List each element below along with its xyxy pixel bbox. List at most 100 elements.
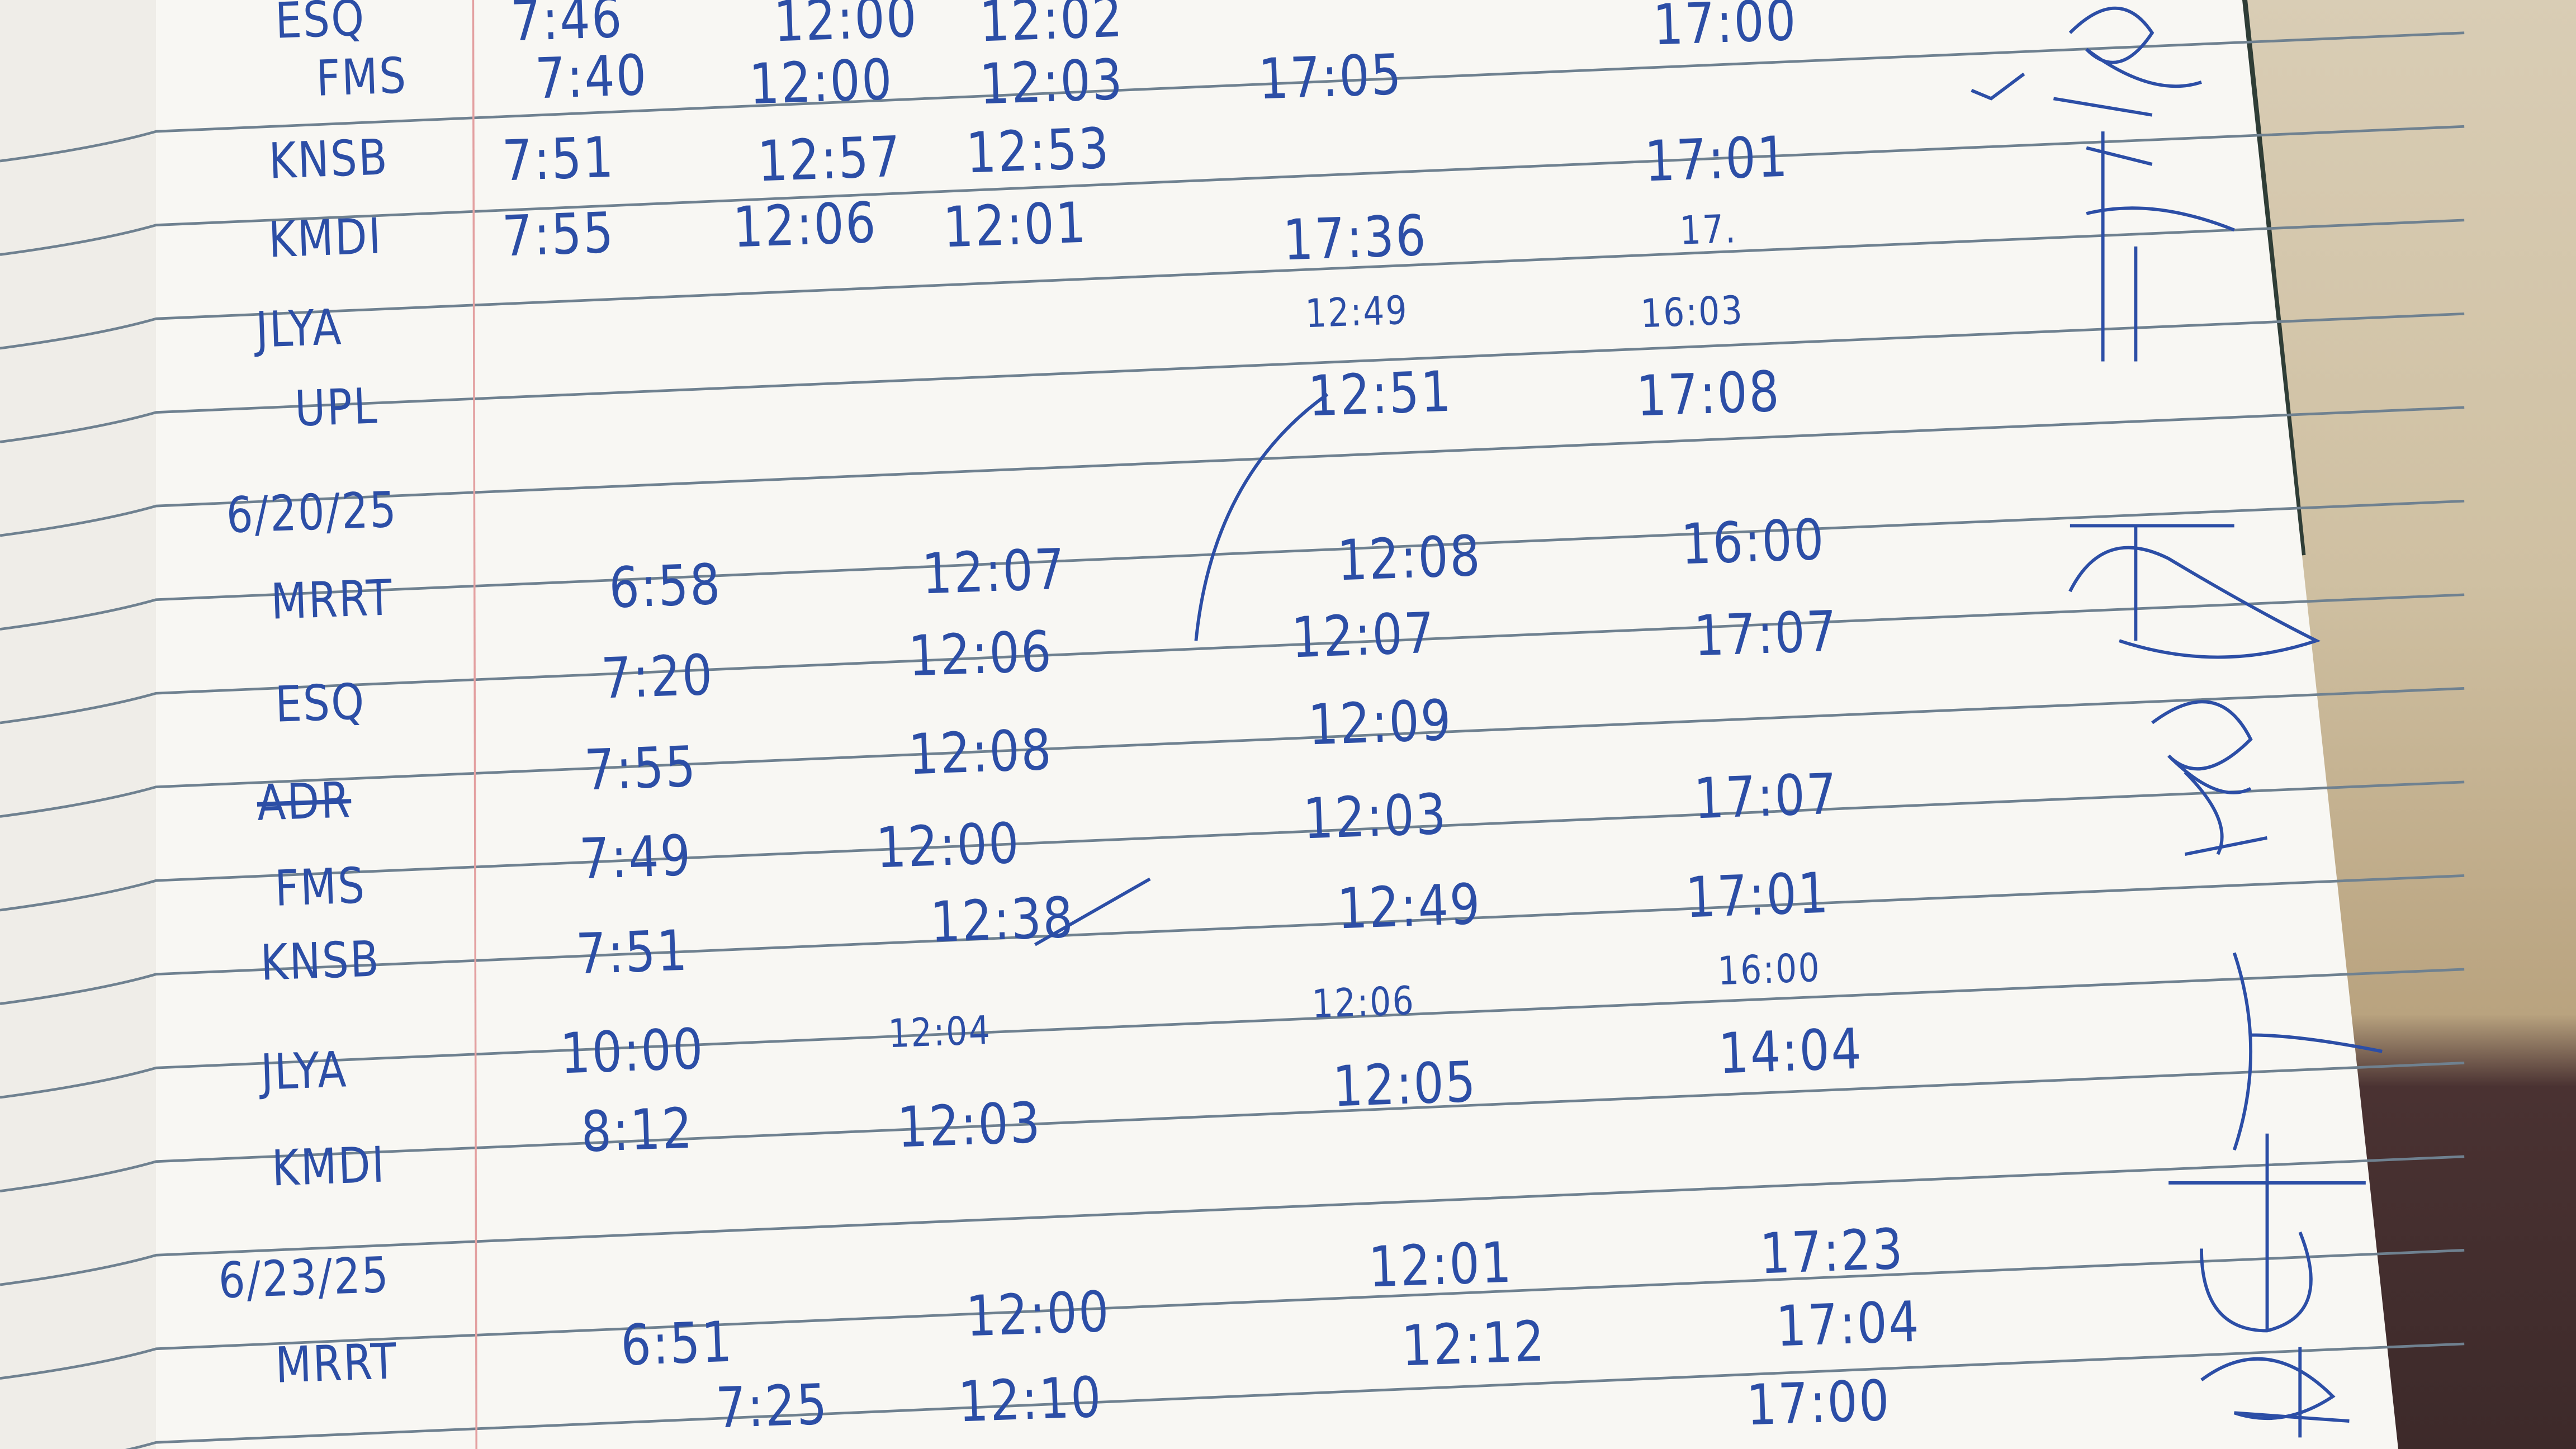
time-entry: 12:02 (978, 0, 1125, 55)
ruled-line (0, 780, 2465, 912)
time-entry: 12:01 (942, 190, 1088, 261)
ruled-line (125, 1342, 2465, 1449)
employee-code: KNSB (268, 128, 390, 190)
time-entry: 12:04 (887, 1007, 992, 1057)
employee-code: JLYA (259, 1040, 348, 1101)
employee-code: UPL (294, 377, 380, 438)
time-entry: 7:51 (501, 124, 616, 194)
signature (2053, 6, 2202, 117)
time-entry: 7:49 (578, 822, 693, 892)
time-entry: 12:09 (1306, 687, 1453, 758)
signature (2200, 1347, 2350, 1438)
time-entry: 12:06 (732, 190, 878, 261)
time-entry: 12:08 (1336, 523, 1483, 594)
time-entry: 12:07 (921, 536, 1067, 607)
time-entry: 7:55 (583, 733, 698, 803)
time-entry: 17:08 (1635, 358, 1782, 429)
employee-code: MRRT (269, 568, 394, 631)
time-entry: 12:08 (907, 717, 1054, 788)
time-entry: 7:51 (575, 918, 690, 987)
time-entry: 7:46 (509, 0, 624, 54)
time-entry: 12:05 (1331, 1049, 1478, 1120)
time-entry: 12:01 (1367, 1229, 1514, 1300)
time-entry: 12:06 (1311, 977, 1416, 1027)
ruled-line (0, 874, 2465, 1005)
time-entry: 12:03 (978, 46, 1125, 117)
time-entry: 12:51 (1306, 358, 1453, 429)
employee-code: JLYA (254, 298, 344, 359)
time-entry: 12:12 (1400, 1308, 1547, 1379)
time-entry: 7:40 (534, 42, 649, 112)
time-entry: 12:10 (956, 1364, 1104, 1435)
time-entry: 12:00 (748, 46, 895, 117)
employee-code: ADR (255, 771, 352, 832)
ruled-line (0, 125, 2465, 256)
ruled-line (0, 968, 2465, 1099)
time-entry: 6:51 (619, 1309, 735, 1379)
time-entry: 17:04 (1775, 1289, 1921, 1360)
time-entry: 17:36 (1282, 202, 1429, 273)
date-heading: 6/20/25 (225, 480, 399, 544)
time-entry: 12:07 (1290, 600, 1437, 671)
time-entry: 16:00 (1717, 944, 1822, 995)
ruled-line (0, 499, 2465, 631)
signature (2184, 836, 2383, 1151)
ruled-line (0, 31, 2465, 163)
time-entry: 16:03 (1640, 287, 1745, 337)
employee-code: FMS (315, 46, 408, 107)
ruled-line (0, 1155, 2465, 1286)
time-entry: 12:06 (907, 618, 1054, 689)
signature (2168, 1133, 2366, 1333)
time-entry: 7:55 (501, 200, 616, 269)
time-entry: 17:23 (1758, 1216, 1905, 1287)
margin-line (472, 0, 478, 1449)
employee-code: MRRT (274, 1332, 399, 1394)
signature (2068, 524, 2321, 659)
time-entry: 14:04 (1717, 1016, 1864, 1087)
time-entry: 7:20 (599, 642, 715, 712)
employee-code: ESQ (274, 672, 367, 733)
time-entry: 12:03 (896, 1090, 1043, 1161)
check-mark (1971, 72, 2025, 101)
time-entry: 17:05 (1257, 41, 1404, 112)
employee-code: KMDI (267, 207, 383, 269)
ruled-line (0, 686, 2465, 818)
time-entry: 7:25 (714, 1371, 830, 1441)
time-entry: 17:07 (1693, 761, 1839, 832)
time-entry: 17:00 (1745, 1367, 1892, 1438)
time-entry: 17. (1679, 206, 1738, 254)
time-entry: 12:53 (965, 115, 1112, 186)
time-entry: 17:01 (1644, 124, 1790, 195)
time-entry: 12:49 (1336, 871, 1483, 942)
signature (2086, 131, 2235, 362)
time-entry: 12:00 (874, 811, 1021, 881)
time-entry: 12:49 (1304, 287, 1409, 337)
time-entry: 12:00 (773, 0, 920, 55)
ruled-line (0, 406, 2465, 537)
time-entry: 8:12 (580, 1095, 695, 1165)
signature (2151, 700, 2253, 855)
ruled-line (0, 1062, 2465, 1192)
ruled-line (0, 312, 2465, 443)
time-entry: 17:01 (1684, 860, 1831, 931)
ruled-line (0, 1249, 2465, 1380)
connector-stroke (1034, 877, 1151, 946)
time-entry: 12:00 (965, 1278, 1112, 1349)
connector-stroke (1194, 392, 1329, 641)
date-heading: 6/23/25 (217, 1246, 391, 1310)
employee-code: ESQ (274, 0, 367, 50)
time-entry: 10:00 (559, 1016, 706, 1087)
time-entry: 17:00 (1651, 0, 1798, 58)
employee-code: KNSB (259, 930, 381, 992)
time-entry: 12:38 (929, 884, 1076, 955)
time-entry: 6:58 (608, 551, 723, 621)
time-entry: 12:03 (1301, 781, 1448, 852)
employee-code: KMDI (271, 1135, 387, 1197)
time-entry: 17:07 (1693, 598, 1839, 669)
employee-code: FMS (273, 856, 367, 917)
time-entry: 16:00 (1679, 506, 1826, 577)
time-entry: 12:57 (756, 124, 903, 195)
